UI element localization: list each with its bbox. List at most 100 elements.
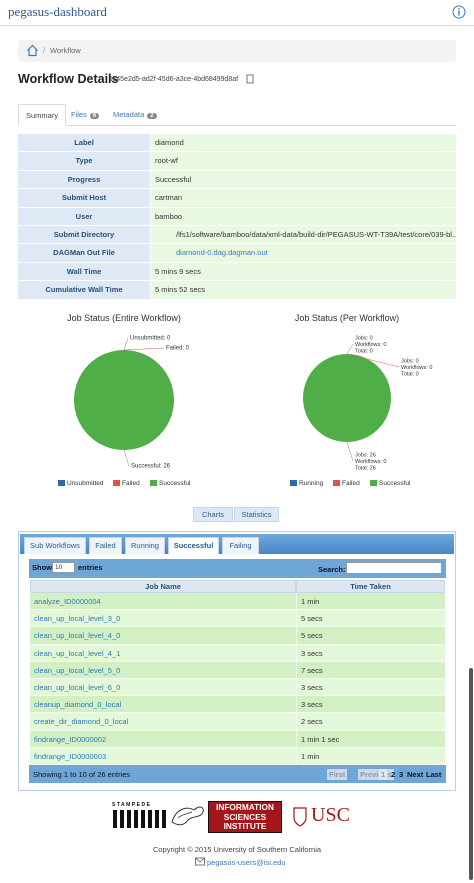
- tab-badge: 2: [147, 113, 157, 119]
- job-name[interactable]: findrange_ID0000002: [30, 730, 296, 748]
- pie-label: Jobs: 0: [355, 335, 373, 341]
- job-name[interactable]: cleanup_diamond_0_local: [30, 696, 296, 714]
- pie-label: Failed: 0: [166, 346, 190, 352]
- time-taken: 1 min 1 sec: [296, 730, 445, 748]
- pagination-button[interactable]: First: [327, 769, 348, 780]
- job-tab[interactable]: Failing: [222, 537, 259, 554]
- copy-icon[interactable]: [246, 74, 255, 84]
- breadcrumb: [18, 40, 456, 62]
- isi-logo: INFORMATION SCIENCES INSTITUTE: [208, 801, 282, 833]
- column-header[interactable]: Time Taken: [296, 580, 445, 593]
- summary-value: Successful: [151, 170, 456, 189]
- column-header[interactable]: Job Name: [30, 580, 296, 593]
- search-input[interactable]: [346, 562, 442, 574]
- pagination-button[interactable]: 2: [391, 770, 396, 779]
- home-icon[interactable]: [26, 44, 39, 57]
- breadcrumb-separator: /: [43, 46, 46, 55]
- time-taken: 5 secs: [296, 627, 445, 645]
- job-name[interactable]: clean_up_local_level_6_0: [30, 679, 296, 697]
- tab-label: Summary: [26, 111, 59, 120]
- pagination-button[interactable]: Last: [426, 770, 442, 779]
- mail-icon: [195, 857, 205, 866]
- isi-logo-text: INFORMATION: [216, 802, 274, 812]
- time-taken: 2 secs: [296, 713, 445, 731]
- job-name[interactable]: clean_up_local_level_5_0: [30, 661, 296, 679]
- legend-label: Running: [299, 480, 324, 487]
- pie-slice: [74, 350, 174, 450]
- time-taken: 1 min: [296, 747, 445, 765]
- stampede-logo: STAMPEDE: [112, 802, 152, 808]
- job-name[interactable]: create_dir_diamond_0_local: [30, 713, 296, 731]
- job-tab[interactable]: Running: [125, 537, 165, 554]
- job-tab[interactable]: Sub Workflows: [24, 537, 86, 554]
- job-name[interactable]: clean_up_local_level_4_0: [30, 627, 296, 645]
- legend-label: Successful: [159, 480, 191, 487]
- scrollbar: [469, 668, 473, 880]
- legend-label: Failed: [122, 480, 140, 487]
- page-size-select[interactable]: 10: [52, 562, 75, 573]
- pie-label: Unsubmitted: 0: [130, 336, 171, 342]
- summary-label: Label: [18, 134, 150, 152]
- table-info: Showing 1 to 10 of 26 entries: [33, 770, 131, 779]
- tab[interactable]: Files 6: [64, 104, 106, 126]
- header-border: [0, 25, 474, 26]
- pie-slice: [303, 354, 391, 442]
- chart-title: Job Status (Entire Workflow): [67, 313, 181, 323]
- stampede-figures: [113, 810, 167, 828]
- legend-label: Successful: [379, 480, 411, 487]
- summary-value: 5 mins 9 secs: [151, 262, 456, 281]
- legend-swatch: [150, 480, 157, 486]
- contact-email[interactable]: pegasus-users@isi.edu: [207, 858, 286, 867]
- pie-label: Total: 26: [355, 465, 376, 471]
- tab-border: [18, 125, 456, 126]
- pagination-button[interactable]: 1: [379, 769, 388, 780]
- jobs-panel: [18, 531, 456, 791]
- leader-line: [123, 347, 165, 351]
- isi-logo-text: SCIENCES: [223, 811, 267, 822]
- legend-swatch: [370, 480, 377, 486]
- chart-button[interactable]: Charts: [193, 507, 233, 522]
- usc-logo: USC: [311, 804, 350, 826]
- tab[interactable]: Metadata 2: [106, 104, 164, 126]
- legend-label: Failed: [342, 480, 360, 487]
- tab[interactable]: Summary: [18, 104, 67, 126]
- entries-label: entries: [78, 563, 103, 572]
- pagination-button[interactable]: Previous: [358, 769, 394, 780]
- job-name[interactable]: clean_up_local_level_3_0: [30, 610, 296, 628]
- job-tab[interactable]: Successful: [168, 537, 219, 554]
- copyright: Copyright © 2015 University of Southern …: [152, 845, 322, 854]
- time-taken: 3 secs: [296, 644, 445, 662]
- pie-label: Workflows: 0: [401, 365, 432, 371]
- pie-label: Workflows: 0: [355, 342, 386, 348]
- app-title[interactable]: pegasus-dashboard: [8, 4, 107, 19]
- pagination-button[interactable]: Next: [407, 770, 424, 779]
- summary-value: cartman: [151, 189, 456, 207]
- time-taken: 7 secs: [296, 661, 445, 679]
- summary-label: Type: [18, 152, 150, 170]
- summary-label: Submit Directory: [18, 226, 150, 244]
- chart-button[interactable]: Statistics: [234, 507, 279, 522]
- summary-value: root-wf: [151, 152, 456, 170]
- legend-swatch: [290, 480, 297, 486]
- summary-value[interactable]: diamond-0.dag.dagman.out: [151, 244, 456, 262]
- pagination-button[interactable]: 3: [399, 770, 404, 779]
- summary-value: /lfs1/software/bamboo/data/xml-data/buil…: [151, 226, 456, 244]
- time-taken: 3 secs: [296, 696, 445, 714]
- isi-logo-text: INSTITUTE: [223, 821, 267, 832]
- workflow-id: 1145e2d5-ad2f-45d6-a3ce-4bd68499d8af: [109, 76, 239, 83]
- time-taken: 5 secs: [296, 610, 445, 628]
- summary-label: Cumulative Wall Time: [18, 281, 150, 299]
- info-icon[interactable]: [452, 5, 466, 19]
- job-tab[interactable]: Failed: [89, 537, 122, 554]
- job-name[interactable]: clean_up_local_level_4_1: [30, 644, 296, 662]
- job-name[interactable]: findrange_ID0000003: [30, 747, 296, 765]
- legend-swatch: [113, 480, 120, 486]
- leader-line: [123, 449, 130, 467]
- summary-label: User: [18, 207, 150, 225]
- pie-label: Jobs: 26: [355, 452, 376, 458]
- leader-line: [123, 337, 129, 351]
- legend-swatch: [333, 480, 340, 486]
- job-name[interactable]: analyze_ID0000004: [30, 593, 296, 611]
- show-label: Show: [32, 563, 52, 572]
- charts: Job Status (Entire Workflow) Unsubmitted:…: [58, 313, 432, 487]
